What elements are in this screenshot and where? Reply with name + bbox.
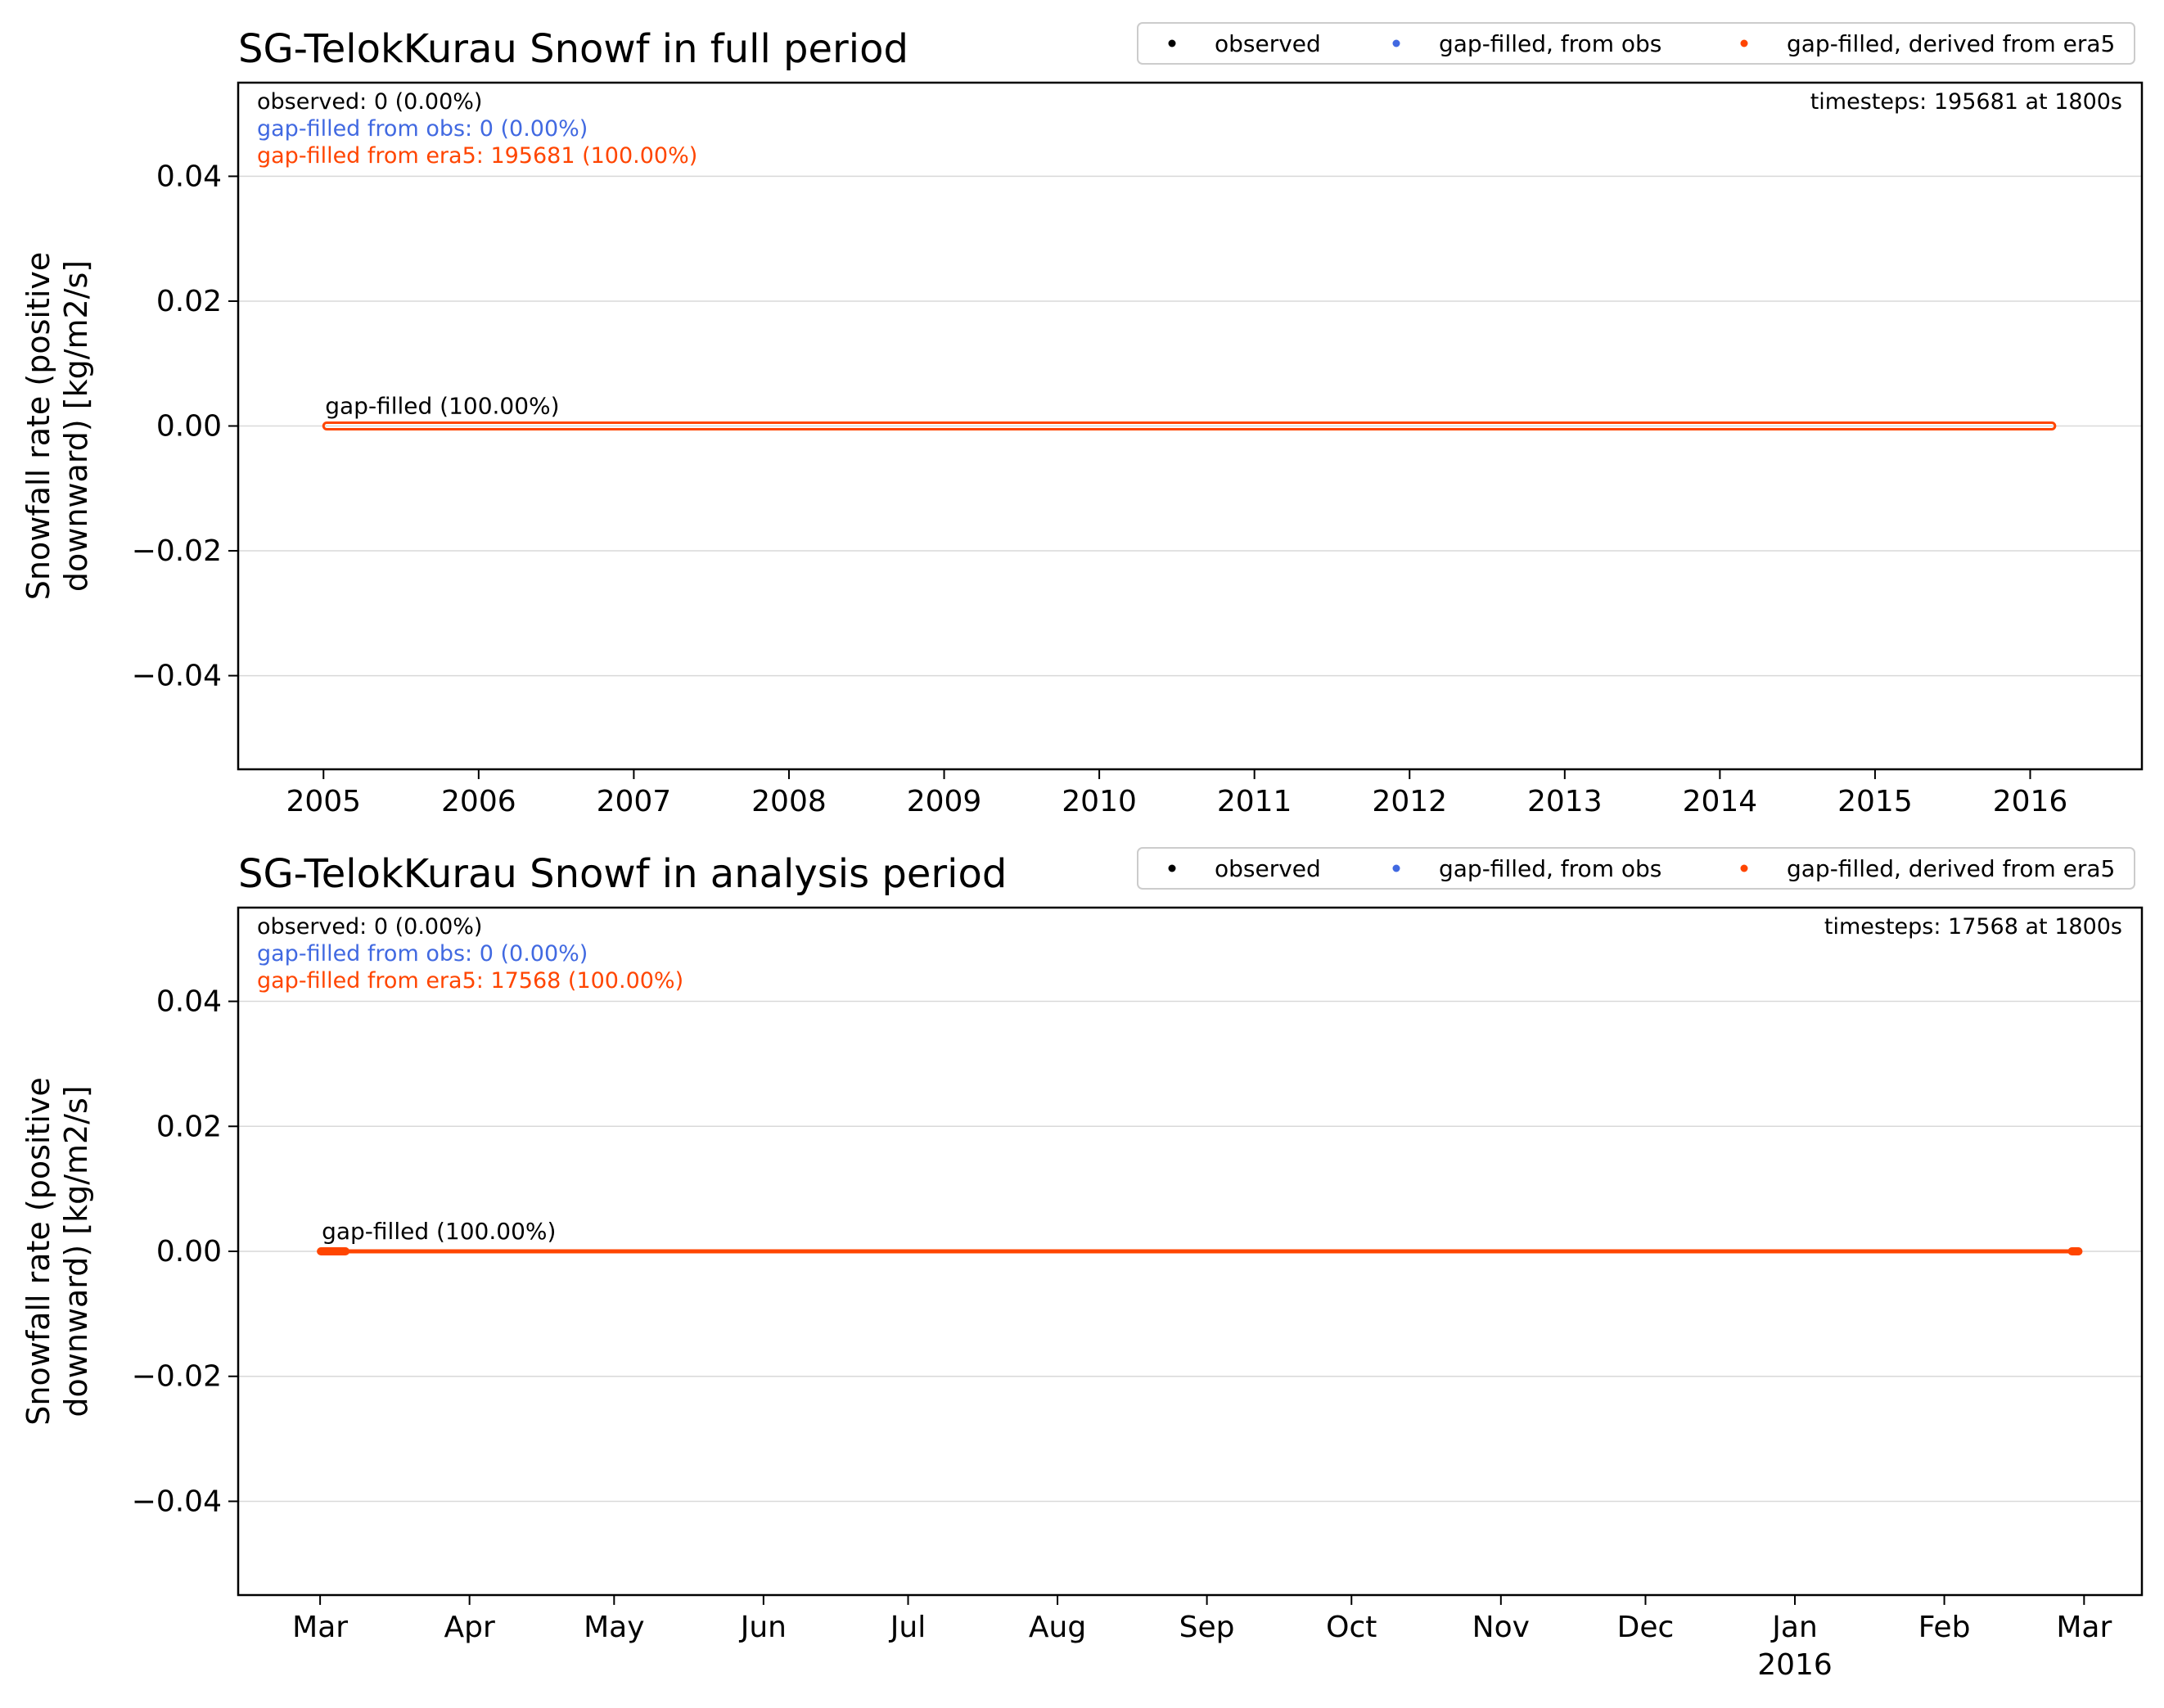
series-line [322, 421, 2057, 430]
y-tick-label: 0.02 [156, 1110, 222, 1143]
x-tick-label: 2014 [1683, 785, 1758, 818]
x-tick-label: 2005 [286, 785, 361, 818]
x-tick-label: 2013 [1527, 785, 1603, 818]
y-axis-label-line-1: Snowfall rate (positive [20, 1077, 56, 1426]
x-tick-label: Oct [1326, 1611, 1377, 1644]
x-tick-label: Aug [1029, 1611, 1086, 1644]
stat-timesteps: timesteps: 17568 at 1800s [1824, 914, 2122, 940]
x-tick-label: Nov [1472, 1611, 1530, 1644]
x-tick-label: Feb [1918, 1611, 1971, 1644]
x-tick-label: Dec [1617, 1611, 1675, 1644]
y-tick-label: 0.00 [156, 410, 222, 444]
series-start-marker [317, 1247, 350, 1255]
x-tick-label: 2010 [1062, 785, 1137, 818]
x-tick-label: Jan [1770, 1611, 1818, 1644]
legend-marker [1740, 864, 1748, 872]
x-tick-label: Mar [292, 1611, 348, 1644]
stat-gap-filled-from-obs: gap-filled from obs: 0 (0.00%) [257, 941, 588, 967]
x-tick-label: Jul [889, 1611, 926, 1644]
series-end-marker [2067, 1247, 2083, 1255]
y-tick-label: −0.02 [132, 1360, 222, 1394]
x-tick-label: May [584, 1611, 644, 1644]
y-tick-label: 0.04 [156, 160, 222, 193]
y-axis-label-line-1: Snowfall rate (positive [20, 252, 56, 601]
x-tick-label: 2007 [597, 785, 672, 818]
y-tick-label: 0.04 [156, 985, 222, 1019]
legend-marker [1392, 864, 1400, 872]
legend-label: observed [1215, 855, 1321, 882]
x-tick-label: 2012 [1372, 785, 1447, 818]
x-tick-label: 2015 [1837, 785, 1913, 818]
chart-title: SG-TelokKurau Snowf in full period [238, 26, 908, 72]
x-tick-label: Apr [444, 1611, 495, 1644]
stat-observed: observed: 0 (0.00%) [257, 914, 482, 940]
chart-title: SG-TelokKurau Snowf in analysis period [238, 851, 1007, 897]
stat-gap-filled-from-era5: gap-filled from era5: 195681 (100.00%) [257, 143, 697, 169]
y-axis-label-line-2: downward) [kg/m2/s] [58, 260, 94, 592]
x-tick-label: Sep [1179, 1611, 1235, 1644]
x-tick-label: 2016 [1993, 785, 2068, 818]
stat-gap-filled-from-era5: gap-filled from era5: 17568 (100.00%) [257, 968, 683, 994]
chart-panel-2: 0.04 0.02 0.00 −0.02 −0.04 Mar Apr May Jun Jul Aug… [20, 847, 2144, 1682]
legend-label: observed [1215, 30, 1321, 57]
legend-marker [1168, 39, 1176, 47]
series-annotation: gap-filled (100.00%) [322, 1218, 556, 1245]
legend-label: gap-filled, derived from era5 [1787, 30, 2115, 57]
x-tick-label: 2011 [1217, 785, 1292, 818]
legend-box [1137, 847, 2135, 890]
y-tick-label: −0.04 [132, 1485, 222, 1518]
y-tick-label: 0.02 [156, 285, 222, 318]
legend-marker [1168, 864, 1176, 872]
y-tick-label: −0.02 [132, 534, 222, 568]
y-tick-label: 0.00 [156, 1235, 222, 1269]
legend-marker [1392, 39, 1400, 47]
x-tick-label: Mar [2056, 1611, 2112, 1644]
legend-box [1137, 22, 2135, 65]
stat-gap-filled-from-obs: gap-filled from obs: 0 (0.00%) [257, 116, 588, 142]
stat-timesteps: timesteps: 195681 at 1800s [1810, 89, 2122, 115]
legend-label: gap-filled, from obs [1439, 30, 1661, 57]
x-tick-label: 2008 [751, 785, 827, 818]
x-tick-year-label: 2016 [1757, 1648, 1833, 1682]
chart-panel-1: 0.04 0.02 0.00 −0.02 −0.04 2005 2006 2007 2008 20… [20, 22, 2144, 818]
legend-label: gap-filled, from obs [1439, 855, 1661, 882]
x-tick-label: 2009 [907, 785, 982, 818]
y-tick-label: −0.04 [132, 660, 222, 693]
y-axis-label-line-2: downward) [kg/m2/s] [58, 1085, 94, 1417]
legend-marker [1740, 39, 1748, 47]
series-annotation: gap-filled (100.00%) [325, 393, 559, 420]
stat-observed: observed: 0 (0.00%) [257, 89, 482, 115]
x-tick-label: Jun [739, 1611, 787, 1644]
legend-label: gap-filled, derived from era5 [1787, 855, 2115, 882]
x-tick-label: 2006 [441, 785, 516, 818]
